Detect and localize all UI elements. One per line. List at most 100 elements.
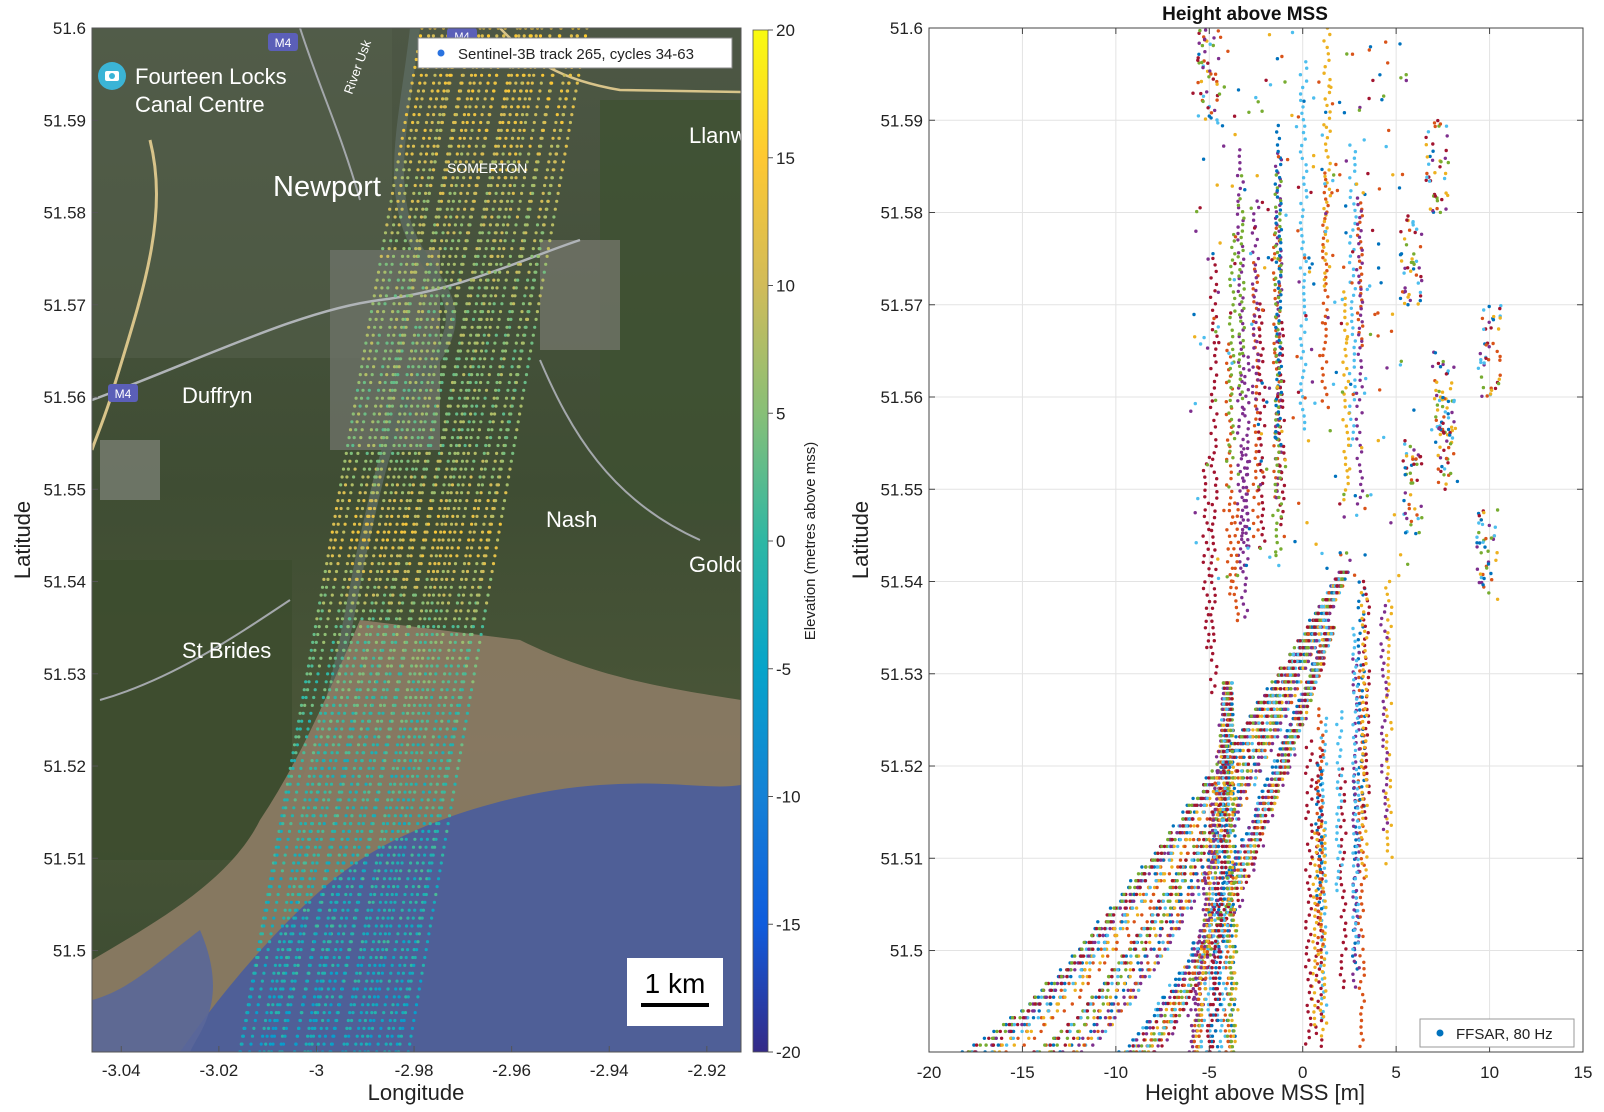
track-point xyxy=(324,680,328,684)
track-point xyxy=(312,806,317,810)
track-point xyxy=(419,483,423,487)
track-point xyxy=(276,971,281,975)
track-point xyxy=(410,436,414,440)
track-26 xyxy=(383,28,563,1052)
track-point xyxy=(416,577,420,582)
track-point xyxy=(428,861,432,865)
track-point xyxy=(477,89,481,93)
track-point xyxy=(389,412,393,416)
track-point xyxy=(300,814,304,818)
track-point xyxy=(325,625,329,629)
track-point xyxy=(379,703,383,708)
track-point xyxy=(524,373,529,377)
track-point xyxy=(367,1026,371,1030)
track-point xyxy=(402,128,406,132)
map-panel: Fourteen Locks Canal Centre Newport SOME… xyxy=(10,19,819,1105)
track-point xyxy=(392,853,396,857)
track-point xyxy=(353,617,357,621)
track-point xyxy=(366,971,370,975)
track-point xyxy=(456,625,460,629)
track-point xyxy=(367,640,371,645)
track-point xyxy=(355,751,359,755)
profile-point xyxy=(1234,735,1238,739)
track-point xyxy=(473,270,477,274)
track-point xyxy=(346,625,350,629)
track-point xyxy=(492,168,496,172)
track-point xyxy=(463,727,467,731)
profile-point xyxy=(1026,1009,1030,1013)
track-point xyxy=(328,932,332,936)
profile-point xyxy=(1012,1043,1016,1047)
track-point xyxy=(249,1042,253,1046)
track-point xyxy=(401,538,405,542)
track-point xyxy=(517,34,521,38)
track-point xyxy=(462,451,466,455)
track-point xyxy=(359,436,363,440)
track-point xyxy=(437,735,441,739)
track-point xyxy=(418,81,422,85)
track-point xyxy=(504,491,508,495)
track-point xyxy=(299,703,304,708)
track-point xyxy=(329,562,333,566)
track-point xyxy=(445,207,449,211)
track-point xyxy=(373,1011,377,1015)
track-point xyxy=(395,806,399,810)
track-30 xyxy=(406,28,589,1052)
track-point xyxy=(515,168,520,172)
track-point xyxy=(353,656,357,660)
profile-point xyxy=(1018,1016,1022,1020)
track-point xyxy=(390,262,394,266)
track-point xyxy=(404,885,408,889)
track-point xyxy=(503,443,507,448)
track-point xyxy=(501,349,505,353)
track-point xyxy=(450,483,455,487)
track-point xyxy=(400,546,404,550)
track-point xyxy=(522,128,526,132)
track-point xyxy=(485,546,489,550)
track-point xyxy=(425,530,429,534)
track-point xyxy=(319,837,323,841)
track-point xyxy=(511,396,516,400)
track-point xyxy=(473,451,477,455)
track-point xyxy=(380,774,384,778)
track-point xyxy=(331,743,335,747)
track-point xyxy=(390,1034,394,1038)
track-point xyxy=(508,152,512,156)
track-point xyxy=(317,782,321,786)
track-point xyxy=(323,885,327,889)
track-point xyxy=(376,916,380,920)
track-point xyxy=(311,1003,315,1007)
track-point xyxy=(452,790,456,794)
track-point xyxy=(458,231,462,235)
track-point xyxy=(394,207,399,211)
track-point xyxy=(442,436,447,440)
track-point xyxy=(478,499,482,503)
track-point xyxy=(406,459,410,463)
track-point xyxy=(483,357,487,361)
track-point xyxy=(358,688,362,692)
track-point xyxy=(277,995,281,999)
track-point xyxy=(377,711,381,715)
profile-point xyxy=(1033,995,1038,999)
track-point xyxy=(323,688,327,692)
track-point xyxy=(517,365,521,369)
profile-point xyxy=(1037,1009,1041,1013)
track-point xyxy=(287,829,292,834)
track-point xyxy=(387,569,391,574)
track-point xyxy=(524,325,528,329)
track-point xyxy=(311,948,315,952)
track-point xyxy=(399,294,403,298)
track-point xyxy=(408,546,412,550)
track-point xyxy=(542,270,546,274)
profile-point xyxy=(1196,796,1200,801)
track-point xyxy=(507,215,511,219)
track-point xyxy=(401,735,405,739)
track-point xyxy=(384,695,388,700)
track-point xyxy=(454,373,458,377)
map-axis-ticks: 51.551.5151.5251.5351.5451.5551.5651.575… xyxy=(43,19,726,1080)
track-point xyxy=(362,948,367,952)
track-point xyxy=(380,609,384,613)
track-point xyxy=(395,286,399,290)
track-point xyxy=(384,632,388,637)
track-point xyxy=(352,475,356,479)
